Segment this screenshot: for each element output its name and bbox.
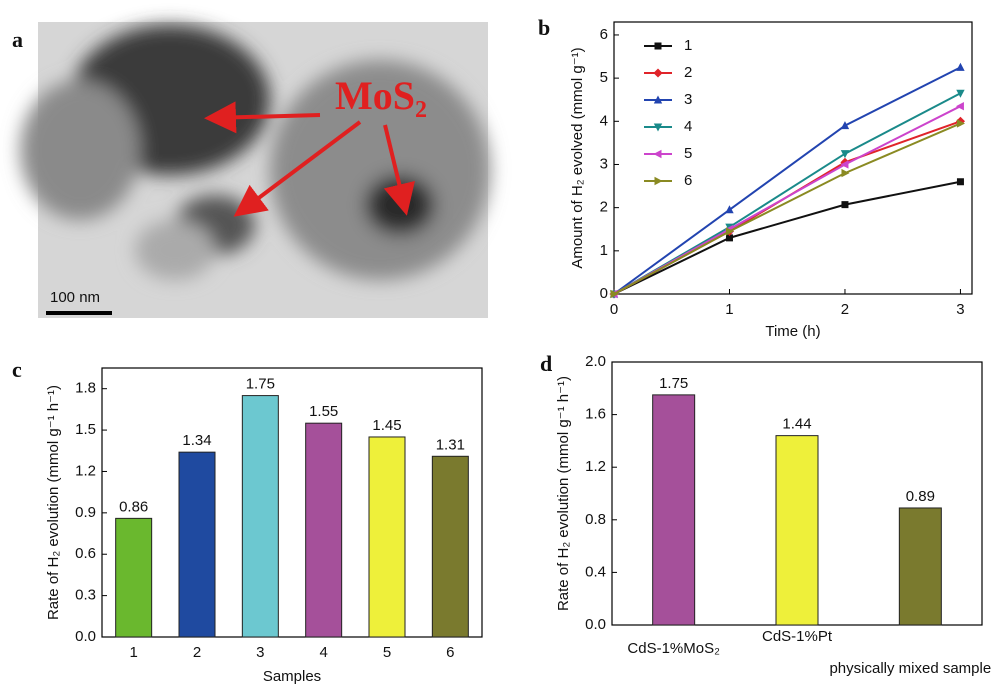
plot-frame — [101, 367, 483, 638]
legend-marker — [653, 123, 663, 132]
bar — [305, 422, 343, 638]
data-point — [725, 227, 735, 236]
x-tick-label: 1 — [129, 644, 137, 661]
tem-image: MoS₂ 100 nm — [20, 22, 490, 318]
y-tick-label: 0.4 — [585, 563, 606, 580]
legend-label: 6 — [684, 172, 692, 189]
arrows — [204, 101, 415, 217]
bar — [652, 394, 696, 626]
value-label: 1.75 — [246, 376, 275, 393]
value-label: 1.75 — [659, 375, 688, 392]
x-tick-label: CdS-1%MoS₂ — [627, 640, 720, 657]
y-tick-label: 3 — [600, 155, 608, 172]
legend-marker — [653, 149, 662, 159]
x-tick-label: 3 — [256, 644, 264, 661]
panel-label: d — [540, 351, 552, 376]
data-point — [956, 119, 966, 128]
bar — [431, 455, 469, 638]
particles — [20, 25, 490, 280]
bar — [178, 451, 216, 638]
x-tick-label: 6 — [446, 644, 454, 661]
series-line — [613, 180, 961, 295]
y-tick-label: 2.0 — [585, 353, 606, 370]
data-point — [956, 178, 964, 186]
scale-bar-label: 100 nm — [50, 289, 100, 306]
legend-marker — [654, 176, 663, 186]
bar — [898, 507, 942, 626]
legend-label: 1 — [684, 37, 692, 54]
y-tick-label: 5 — [600, 69, 608, 86]
x-tick-label: 3 — [956, 301, 964, 318]
x-tick-label: 0 — [610, 301, 618, 318]
value-label: 0.86 — [119, 498, 148, 515]
y-tick-label: 6 — [600, 26, 608, 43]
data-point — [841, 168, 850, 178]
legend-marker — [653, 95, 663, 104]
panel-label: b — [538, 15, 550, 40]
y-tick-label: 1.8 — [75, 380, 96, 397]
data-point — [956, 62, 965, 71]
x-axis-label: Time (h) — [765, 323, 820, 340]
series-line — [613, 122, 961, 295]
y-axis-label: Rate of H₂ evolution (mmol g⁻¹ h⁻¹) — [45, 385, 62, 620]
data-point — [841, 201, 849, 209]
y-tick-label: 2 — [600, 199, 608, 216]
y-tick-label: 1.6 — [585, 406, 606, 423]
x-tick-label: 1 — [725, 301, 733, 318]
legend-marker — [654, 42, 662, 50]
data-point — [955, 101, 964, 111]
y-tick-label: 0.0 — [585, 616, 606, 633]
value-label: 1.34 — [182, 432, 211, 449]
x-axis-label: Samples — [263, 668, 321, 685]
y-tick-label: 0.0 — [75, 628, 96, 645]
legend-marker — [653, 68, 663, 78]
bar — [115, 517, 153, 638]
y-tick-label: 4 — [600, 112, 608, 129]
y-axis-label: Rate of H₂ evolution (mmol g⁻¹ h⁻¹) — [555, 376, 572, 611]
legend-label: 3 — [684, 91, 692, 108]
x-tick-label: CdS-1%Pt — [762, 628, 833, 645]
y-tick-label: 1.2 — [585, 458, 606, 475]
y-tick-label: 0.3 — [75, 587, 96, 604]
y-tick-label: 0.6 — [75, 545, 96, 562]
legend-label: 4 — [684, 118, 692, 135]
y-tick-label: 0.8 — [585, 511, 606, 528]
y-tick-label: 1.2 — [75, 462, 96, 479]
x-tick-label: 2 — [841, 301, 849, 318]
legend-label: 5 — [684, 145, 692, 162]
x-tick-label: 4 — [319, 644, 327, 661]
panel-label: a — [12, 27, 23, 52]
data-point — [840, 121, 850, 130]
legend-label: 2 — [684, 64, 692, 81]
x-tick-label: 5 — [383, 644, 391, 661]
value-label: 0.89 — [906, 488, 935, 505]
x-tick-label: 2 — [193, 644, 201, 661]
plot-frame — [613, 21, 973, 295]
bar — [241, 395, 279, 638]
data-point — [725, 234, 733, 242]
y-tick-label: 0.9 — [75, 504, 96, 521]
value-label: 1.45 — [372, 417, 401, 434]
y-tick-label: 0 — [600, 285, 608, 302]
value-label: 1.55 — [309, 403, 338, 420]
bar — [775, 435, 819, 626]
y-axis-label: Amount of H₂ evolved (mmol g⁻¹) — [569, 47, 586, 268]
data-point — [610, 289, 619, 299]
bar — [368, 436, 406, 638]
value-label: 1.31 — [436, 436, 465, 453]
y-tick-label: 1 — [600, 242, 608, 259]
series-line — [613, 66, 961, 295]
image-label: MoS₂ — [335, 73, 427, 118]
data-point — [725, 205, 734, 214]
value-label: 1.44 — [782, 416, 811, 433]
panel-label: c — [12, 357, 22, 382]
x-tick-label: physically mixed sample — [829, 660, 991, 677]
y-tick-label: 1.5 — [75, 421, 96, 438]
data-point — [956, 89, 965, 98]
data-point — [840, 160, 849, 169]
data-point — [840, 150, 850, 159]
